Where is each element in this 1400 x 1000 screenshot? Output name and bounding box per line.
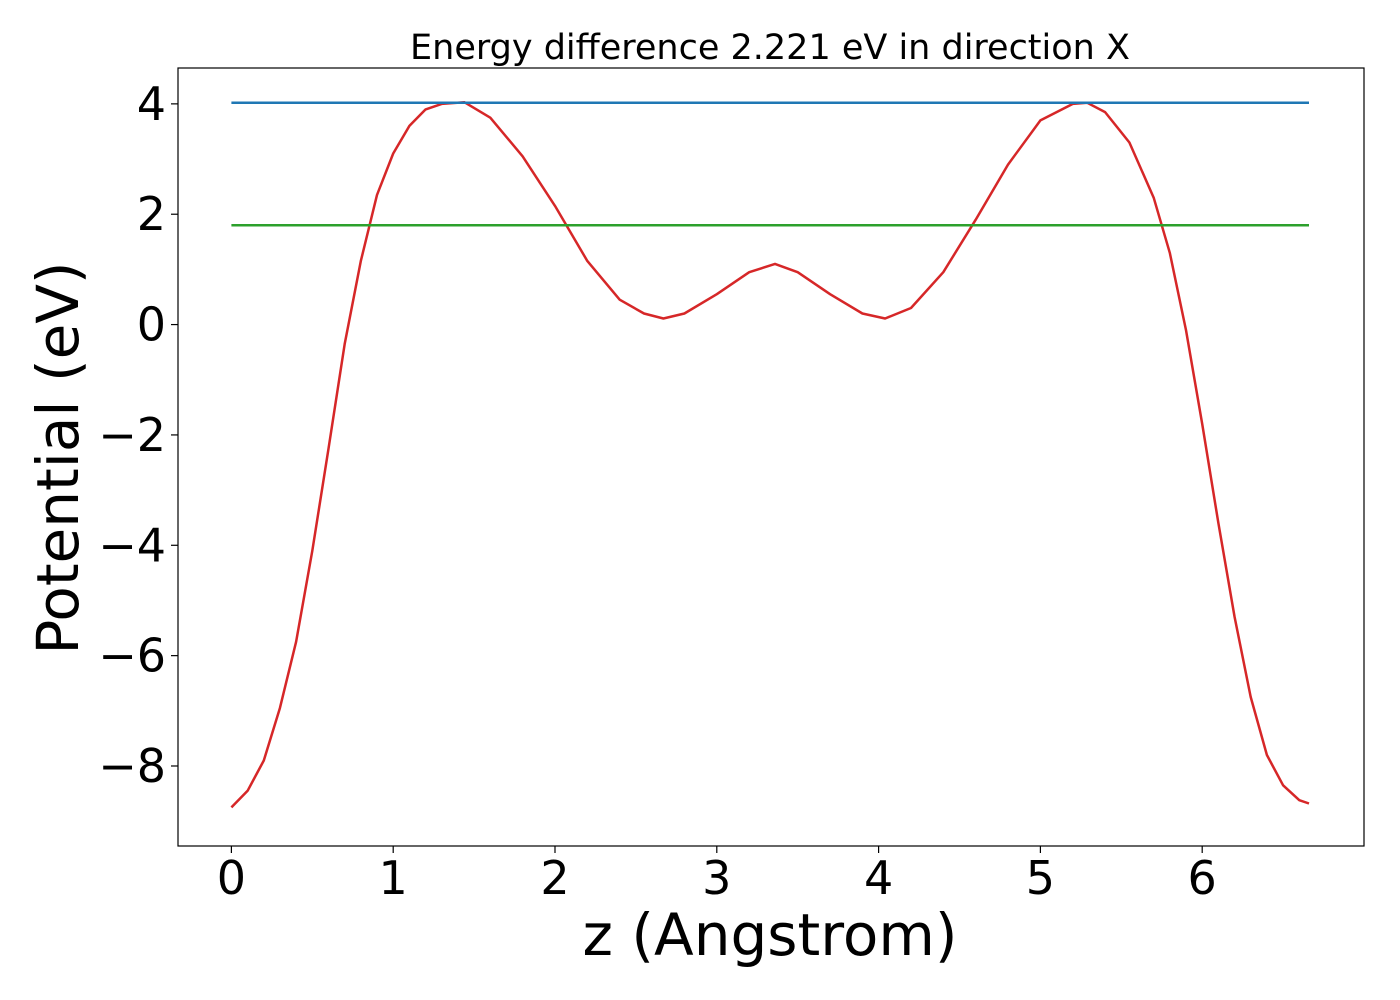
x-tick-label: 2 xyxy=(540,851,569,905)
plot-frame xyxy=(177,67,1365,847)
x-tick-label: 1 xyxy=(379,851,408,905)
y-tick-label: −6 xyxy=(98,629,166,683)
y-tick-label: 0 xyxy=(137,298,166,352)
y-tick-label: −4 xyxy=(98,518,166,572)
series-line-1 xyxy=(230,100,1310,809)
series-layer xyxy=(230,100,1310,809)
y-ticks: −8 −6 −4 −2 0 2 4 xyxy=(98,77,178,793)
y-tick-label: 2 xyxy=(137,187,166,241)
x-tick-label: 3 xyxy=(702,851,731,905)
chart-title: Energy difference 2.221 eV in direction … xyxy=(410,28,1130,68)
y-tick-label: 4 xyxy=(137,77,166,131)
y-tick-label: −8 xyxy=(98,739,166,793)
x-tick-label: 0 xyxy=(217,851,246,905)
x-ticks: 0 1 2 3 4 5 6 xyxy=(217,846,1217,905)
x-tick-label: 6 xyxy=(1188,851,1217,905)
y-axis-label: Potential (eV) xyxy=(24,261,92,654)
y-tick-label: −2 xyxy=(98,408,166,462)
x-tick-label: 5 xyxy=(1026,851,1055,905)
x-tick-label: 4 xyxy=(864,851,893,905)
x-axis-label: z (Angstrom) xyxy=(583,901,958,969)
